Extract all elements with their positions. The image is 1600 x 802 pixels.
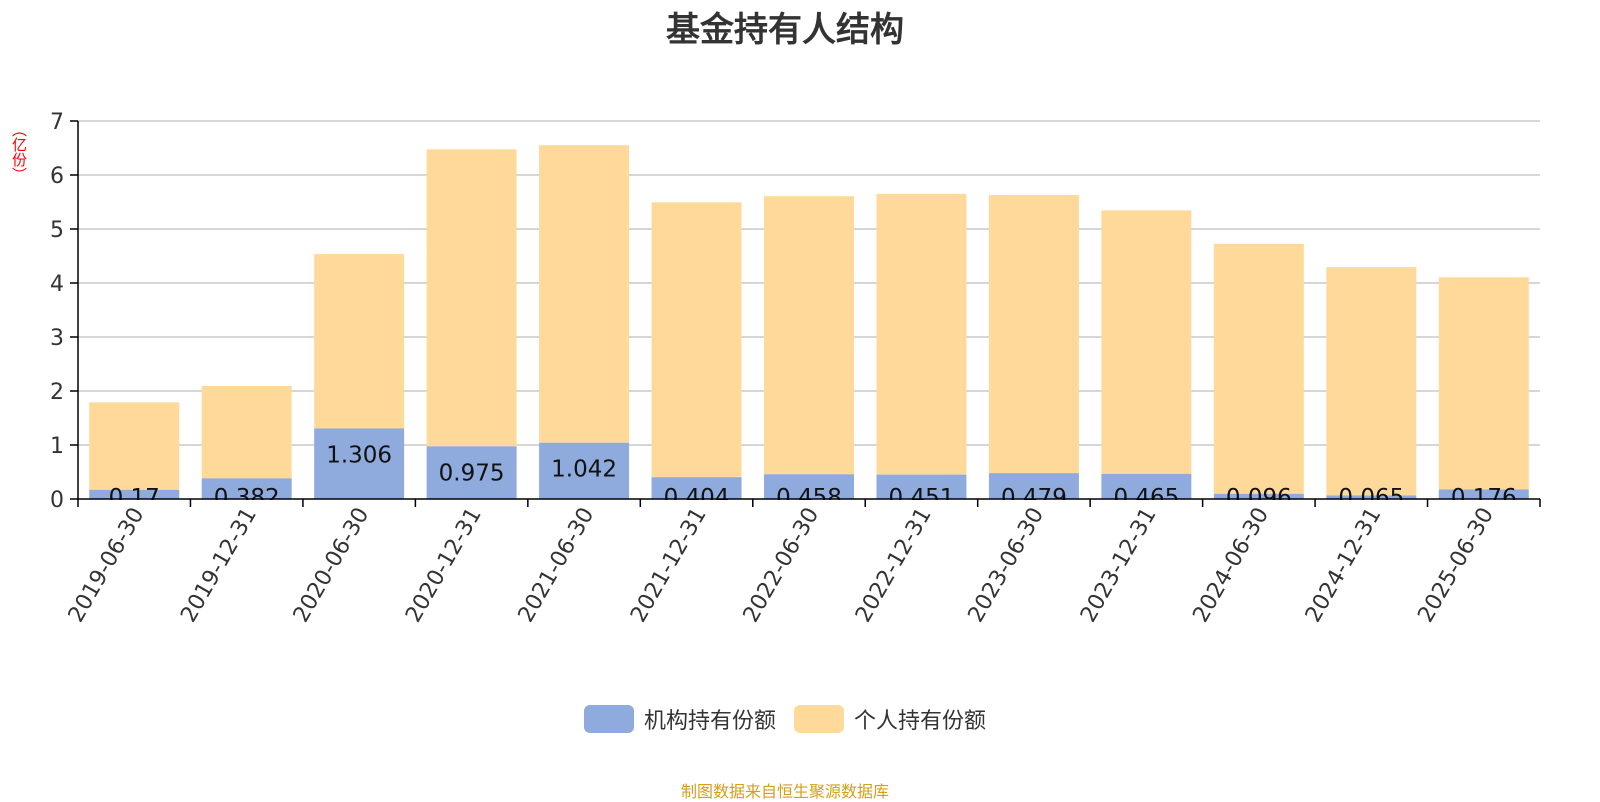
bar-individual-2023-06-30: [988, 195, 1079, 474]
bar-institutional-2020-06-30: [314, 428, 405, 499]
data-label-institutional: 1.306: [326, 442, 392, 468]
axis-mask: [76, 500, 1544, 506]
y-tick-label: 1: [50, 434, 64, 459]
x-tick-label: 2020-06-30: [289, 504, 375, 627]
y-tick-label: 7: [50, 110, 64, 135]
data-label-institutional: 0.096: [1226, 485, 1292, 511]
bar-institutional-2020-12-31: [426, 446, 517, 499]
data-source-note: 制图数据来自恒生聚源数据库: [680, 782, 889, 801]
bar-individual-2021-12-31: [651, 202, 742, 478]
bar-individual-2019-12-31: [201, 386, 292, 479]
bar-individual-2024-06-30: [1213, 243, 1304, 494]
y-tick-label: 2: [50, 380, 64, 405]
legend-swatch-individual: [794, 705, 844, 733]
x-tick-label: 2021-06-30: [514, 504, 600, 627]
data-label-institutional: 0.065: [1338, 485, 1404, 511]
bar-individual-2022-12-31: [876, 193, 967, 475]
x-tick-label: 2020-12-31: [401, 503, 487, 626]
chart-title: 基金持有人结构: [666, 10, 904, 50]
data-label-institutional: 0.975: [439, 460, 505, 486]
x-tick-label: 2023-12-31: [1076, 504, 1162, 627]
bar-institutional-2023-12-31: [1101, 473, 1192, 499]
legend-item-institutional[interactable]: 机构持有份额: [583, 703, 776, 735]
legend: 机构持有份额 个人持有份额: [0, 703, 1570, 735]
legend-label-institutional: 机构持有份额: [643, 709, 776, 734]
data-label-institutional: 0.479: [1001, 485, 1067, 511]
x-tick-label: 2022-06-30: [739, 504, 825, 627]
legend-label-individual: 个人持有份额: [854, 709, 987, 734]
bar-institutional-2019-06-30: [89, 489, 180, 499]
bar-individual-2020-12-31: [426, 149, 517, 447]
legend-swatch-institutional: [583, 705, 634, 733]
x-tick-label: 2023-06-30: [964, 504, 1050, 627]
data-label-institutional: 1.042: [551, 457, 617, 483]
bar-institutional-2024-06-30: [1213, 493, 1304, 499]
data-label-institutional: 0.382: [214, 485, 280, 511]
x-tick-label: 2025-06-30: [1413, 504, 1499, 627]
legend-item-individual[interactable]: 个人持有份额: [794, 703, 986, 735]
x-tick-label: 2019-12-31: [176, 504, 262, 627]
y-tick-label: 4: [50, 272, 64, 297]
data-label-institutional: 0.404: [664, 485, 730, 511]
bar-institutional-2022-12-31: [876, 474, 967, 499]
bar-individual-2021-06-30: [539, 145, 630, 443]
bar-institutional-2025-06-30: [1438, 489, 1529, 499]
bar-institutional-2019-12-31: [201, 478, 292, 499]
bar-institutional-2024-12-31: [1326, 495, 1417, 499]
data-label-institutional: 0.458: [776, 485, 842, 511]
bar-institutional-2022-06-30: [764, 474, 854, 499]
y-tick-label: 3: [50, 326, 64, 351]
bar-individual-2023-12-31: [1101, 210, 1192, 474]
y-axis-unit-label: （亿份）: [10, 122, 28, 182]
x-tick-label: 2019-06-30: [64, 504, 150, 627]
data-label-institutional: 0.465: [1113, 485, 1179, 511]
bar-individual-2019-06-30: [89, 402, 180, 490]
data-label-institutional: 0.451: [889, 485, 955, 511]
y-tick-label: 5: [50, 218, 64, 243]
bar-individual-2022-06-30: [764, 196, 854, 475]
y-tick-label: 0: [50, 488, 64, 513]
bar-institutional-2021-06-30: [539, 442, 630, 499]
y-tick-label: 6: [50, 164, 64, 189]
x-tick-label: 2022-12-31: [851, 504, 937, 627]
bar-individual-2025-06-30: [1438, 277, 1529, 490]
bar-individual-2020-06-30: [314, 254, 405, 429]
bar-individual-2024-12-31: [1326, 267, 1417, 496]
x-tick-label: 2021-12-31: [626, 504, 712, 627]
x-tick-label: 2024-12-31: [1301, 504, 1387, 627]
data-label-institutional: 0.176: [1451, 485, 1517, 511]
bar-institutional-2023-06-30: [988, 473, 1079, 499]
bar-institutional-2021-12-31: [651, 477, 742, 499]
x-tick-label: 2024-06-30: [1188, 504, 1274, 627]
data-label-institutional: 0.17: [109, 485, 160, 511]
